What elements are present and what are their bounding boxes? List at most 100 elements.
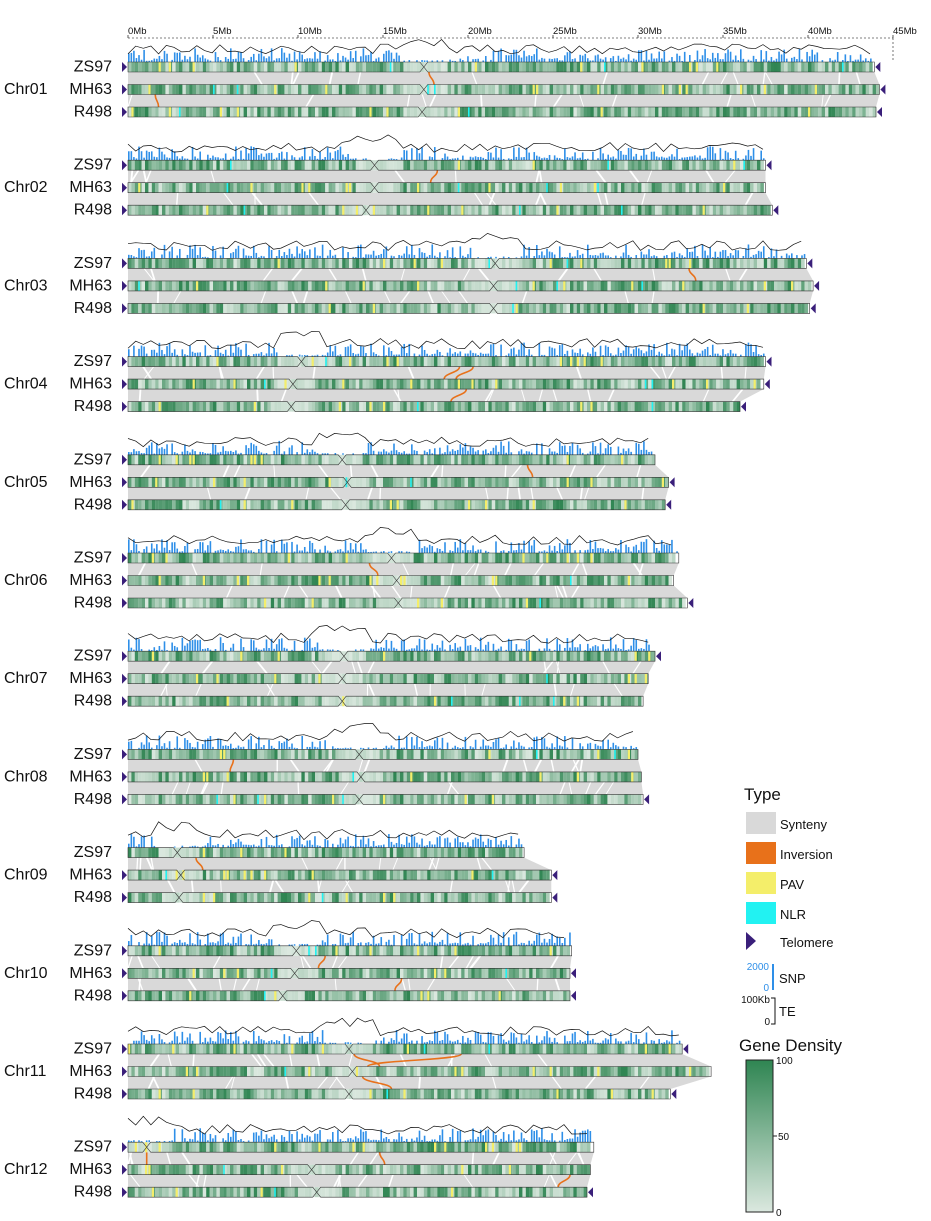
snp-bar: [451, 551, 454, 553]
gene-density-cell: [311, 477, 316, 488]
gene-density-cell: [413, 160, 418, 171]
gene-density-cell: [260, 401, 265, 412]
snp-bar: [158, 55, 161, 62]
pav-mark: [706, 379, 709, 390]
gene-density-cell: [359, 205, 363, 216]
snp-bar: [413, 254, 416, 259]
gene-density-cell: [264, 379, 268, 390]
gene-density-cell: [614, 356, 618, 367]
gene-density-cell: [274, 356, 278, 367]
gene-density-cell: [702, 160, 707, 171]
gene-density-cell: [570, 575, 574, 586]
gene-density-cell: [451, 401, 455, 412]
gene-density-cell: [729, 356, 734, 367]
snp-bar: [342, 154, 344, 161]
snp-bar: [196, 255, 199, 259]
gene-density-cell: [155, 182, 159, 193]
snp-bar: [444, 153, 446, 161]
gene-density-cell: [522, 356, 526, 367]
gene-density-cell: [182, 575, 186, 586]
gene-density-cell: [233, 280, 237, 291]
gene-density-cell: [597, 477, 601, 488]
snp-bar: [472, 447, 474, 455]
gene-density-cell: [383, 499, 387, 510]
gene-density-cell: [355, 454, 360, 465]
synteny-gap: [222, 464, 230, 478]
gene-density-cell: [315, 62, 319, 72]
gene-density-cell: [797, 62, 802, 72]
gene-density-cell: [410, 454, 414, 465]
gene-density-cell: [542, 575, 547, 586]
synteny-gap: [441, 290, 451, 304]
snp-bar: [181, 59, 184, 62]
gene-density-cell: [522, 182, 526, 193]
gene-density-cell: [682, 107, 686, 117]
gene-density-cell: [570, 258, 574, 269]
gene-density-cell: [264, 454, 268, 465]
gene-density-cell: [529, 575, 533, 586]
gene-density-cell: [362, 553, 367, 563]
gene-density-cell: [661, 401, 666, 412]
gene-density-cell: [349, 379, 353, 390]
gene-density-cell: [410, 499, 414, 510]
snp-bar: [189, 56, 191, 62]
gene-density-cell: [260, 84, 265, 95]
gene-density-cell: [270, 303, 275, 314]
gene-density-cell: [634, 160, 639, 171]
snp-bar: [615, 548, 617, 553]
gene-density-cell: [600, 62, 605, 72]
gene-density-cell: [383, 598, 387, 608]
gene-density-cell: [593, 205, 598, 216]
snp-bar: [632, 349, 635, 357]
snp-bar: [230, 253, 232, 259]
gene-density-cell: [230, 182, 234, 193]
gene-density-cell: [583, 454, 588, 465]
gene-density-cell: [529, 401, 533, 412]
gene-density-cell: [138, 84, 142, 95]
gene-density-cell: [678, 379, 683, 390]
gene-density-cell: [182, 598, 186, 608]
snp-bar: [232, 551, 235, 553]
gene-density-cell: [478, 303, 482, 314]
gene-density-cell: [549, 356, 554, 367]
snp-bar: [502, 256, 505, 259]
snp-bar: [207, 154, 209, 161]
snp-bar: [196, 548, 199, 553]
snp-bar: [704, 349, 706, 357]
genome-label: R498: [74, 104, 112, 121]
gene-density-cell: [427, 182, 431, 193]
gene-density-cell: [478, 160, 482, 171]
gene-density-cell: [485, 401, 489, 412]
snp-bar: [500, 550, 502, 553]
snp-bar: [298, 354, 301, 357]
gene-density-cell: [230, 258, 234, 269]
gene-density-cell: [128, 280, 132, 291]
snp-bar: [467, 353, 469, 357]
gene-density-cell: [165, 303, 169, 314]
snp-bar: [319, 51, 321, 62]
gene-density-cell: [702, 84, 707, 95]
gene-density-cell: [495, 477, 499, 488]
snp-bar: [293, 51, 296, 62]
gene-density-cell: [757, 62, 761, 72]
gene-density-cell: [219, 303, 224, 314]
pav-mark: [158, 454, 161, 465]
snp-bar: [332, 59, 334, 62]
gene-density-cell: [801, 303, 805, 314]
gene-density-cell: [216, 62, 220, 72]
snp-bar: [278, 440, 281, 455]
gene-density-cell: [553, 454, 557, 465]
gene-density-cell: [345, 598, 350, 608]
gene-density-cell: [729, 84, 734, 95]
gene-density-cell: [389, 454, 394, 465]
gene-density-cell: [444, 258, 448, 269]
snp-bar: [459, 539, 462, 553]
gene-density-cell: [454, 356, 458, 367]
gene-density-cell: [308, 84, 312, 95]
snp-bar: [558, 60, 561, 62]
snp-bar: [627, 147, 630, 161]
gene-density-cell: [488, 303, 492, 314]
gene-density-cell: [158, 499, 163, 510]
snp-bar: [592, 151, 594, 161]
synteny-gap: [305, 487, 310, 500]
